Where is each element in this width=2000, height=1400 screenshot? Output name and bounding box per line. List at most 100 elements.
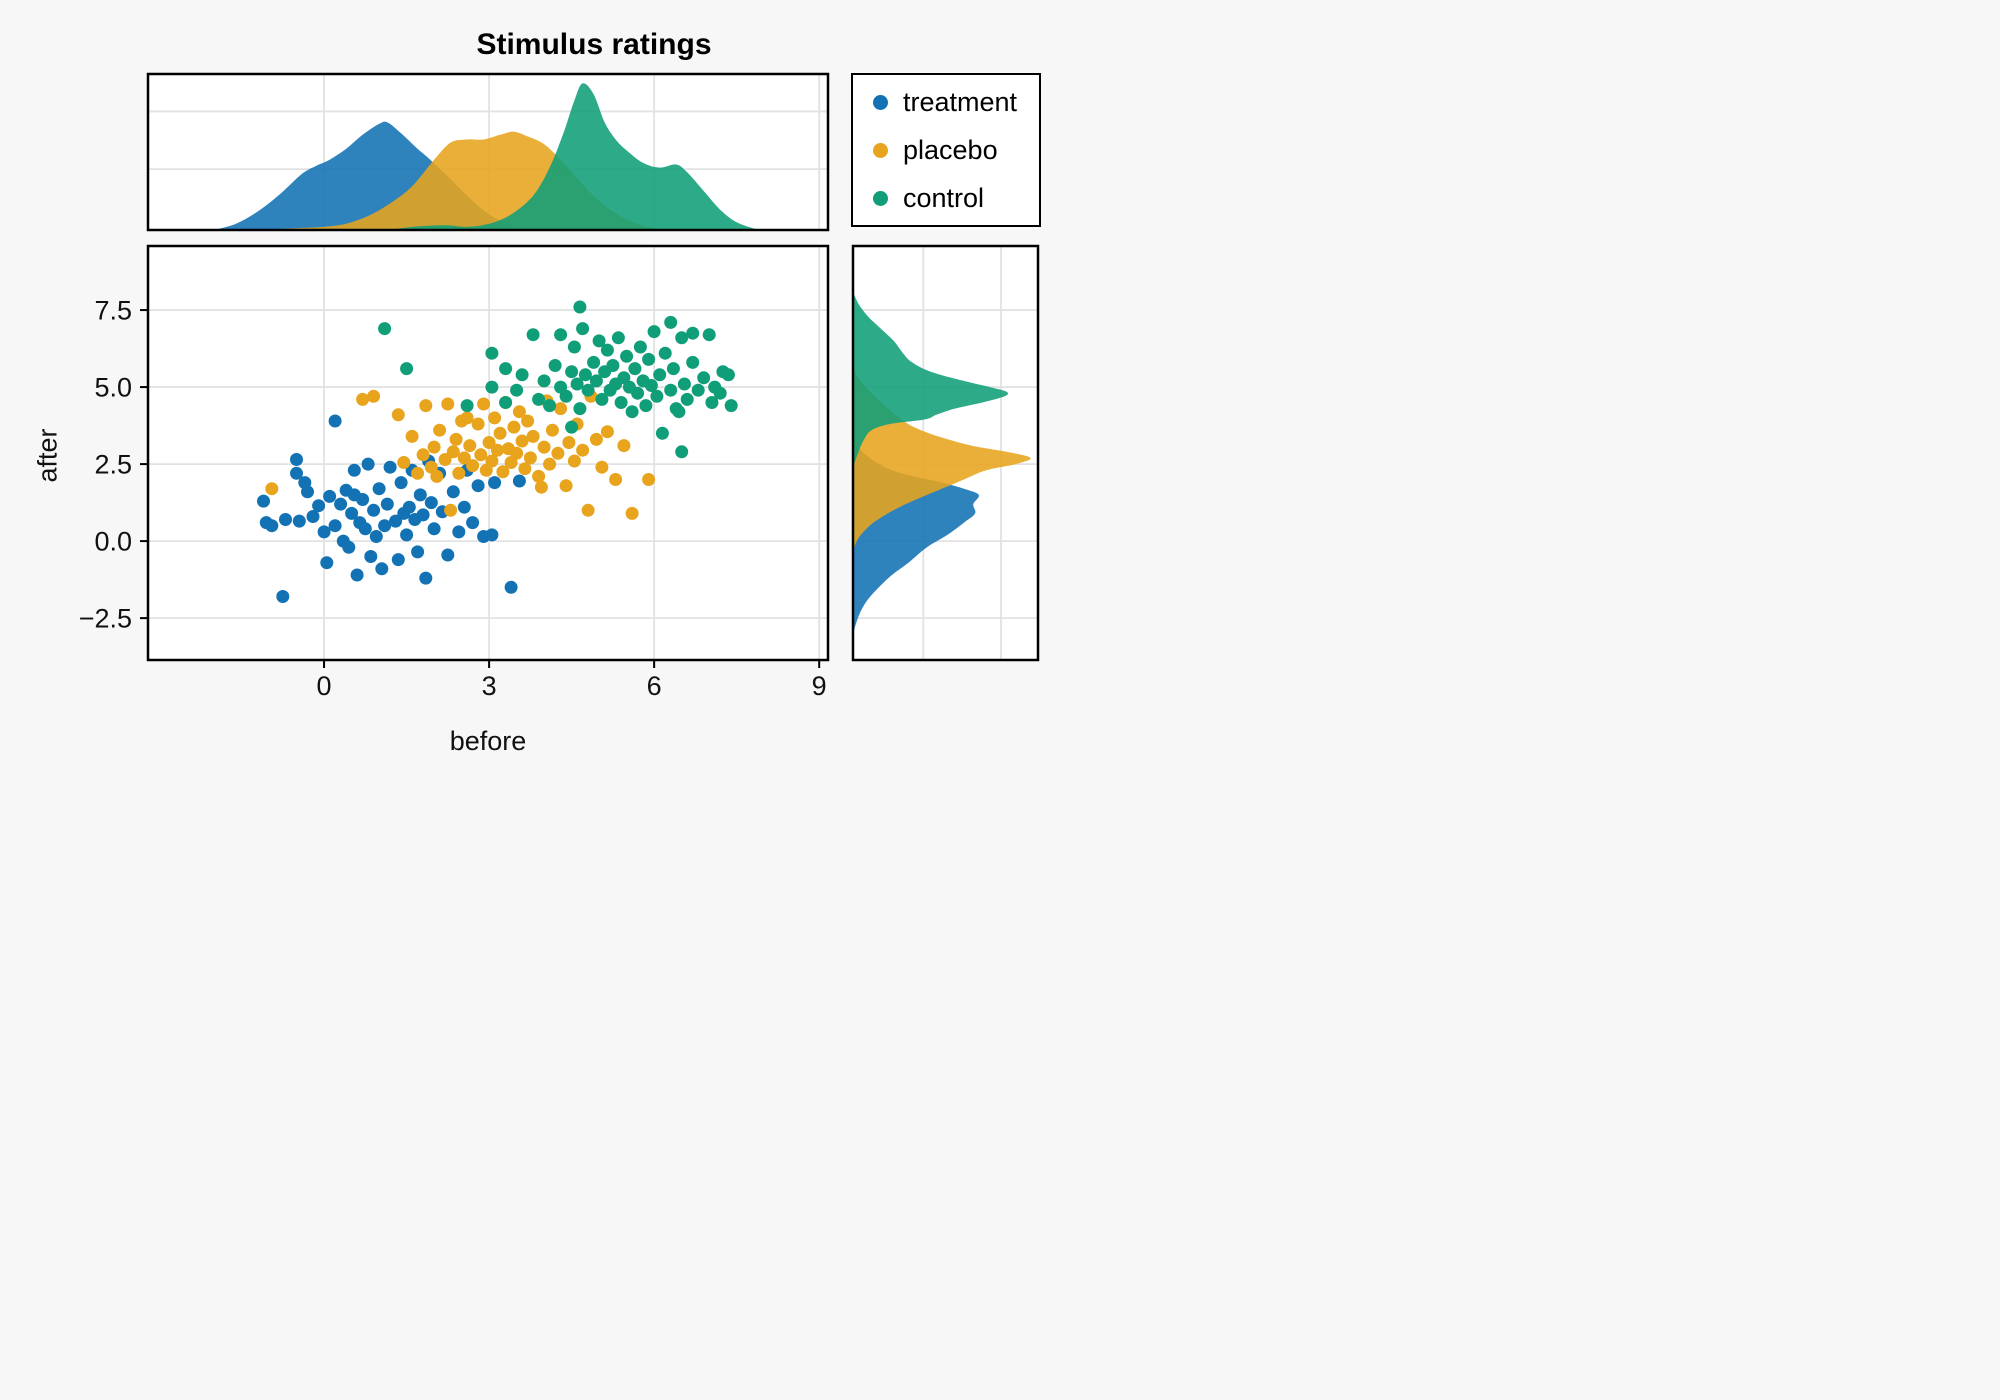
scatter-point [499,396,513,409]
right-density-panel [853,246,1038,660]
scatter-point [328,519,342,533]
scatter-point [312,499,326,513]
scatter-point [658,346,672,360]
scatter-point [457,451,471,465]
scatter-point [554,328,568,342]
scatter-point [419,399,433,413]
legend-item-control: control [873,183,1039,214]
scatter-point [620,349,634,363]
scatter-point [523,451,537,465]
scatter-point [488,411,502,425]
scatter-point [567,454,581,468]
scatter-point [526,328,540,342]
scatter-point [592,334,606,348]
scatter-point [419,571,433,585]
scatter-point [342,540,356,554]
scatter-point [485,528,499,542]
scatter-point [573,300,587,314]
scatter-point [680,392,694,406]
scatter-point [265,482,279,496]
scatter-point [389,514,403,528]
scatter-point [675,445,689,459]
y-tick-label: 7.5 [94,296,132,326]
scatter-point [463,439,477,453]
scatter-point [567,340,581,354]
scatter-point [565,365,579,379]
scatter-point [457,500,471,514]
scatter-point [345,506,359,520]
scatter-point [356,493,370,506]
top-density-panel-border [146,72,830,232]
scatter-point [485,380,499,394]
scatter-point [446,445,460,459]
scatter-point [697,371,711,385]
x-axis-label: before [449,726,527,756]
scatter-point [545,423,559,437]
y-tick-label: −2.5 [79,604,132,634]
scatter-point [474,448,488,462]
scatter-point [372,482,386,496]
scatter-point [350,568,364,582]
y-tick-label: 2.5 [94,450,132,480]
scatter-point [488,476,502,490]
scatter-point [664,383,678,397]
scatter-point [290,466,303,480]
scatter-point [515,368,529,382]
scatter-point [369,530,383,543]
scatter-panel [148,246,828,660]
scatter-point [559,389,573,403]
scatter-point [364,550,378,563]
scatter-point [276,590,290,603]
scatter-point [471,417,485,431]
scatter-point [647,325,661,339]
scatter-point [449,432,463,446]
scatter-point [672,405,686,419]
y-axis-label: after [32,428,63,483]
scatter-point [334,497,348,511]
scatter-point [485,346,499,360]
scatter-panel-border [146,244,830,662]
scatter-point [460,399,474,413]
scatter-point [394,476,408,490]
scatter-point [416,508,430,522]
scatter-point [510,446,524,460]
scatter-point [609,473,623,486]
legend-marker-icon [873,94,888,110]
scatter-point [496,465,510,479]
scatter-point [257,494,270,508]
scatter-point [482,436,496,449]
scatter-point [265,519,279,533]
scatter-point [543,457,557,471]
x-tick-label: 6 [647,671,662,701]
scatter-point [301,485,314,499]
scatter-point [625,405,639,419]
legend-item-placebo: placebo [873,135,1039,166]
scatter-point [402,500,416,514]
scatter-point [633,340,647,354]
scatter-point [617,439,631,453]
top-density-curves [214,83,759,230]
scatter-point [614,396,628,409]
scatter-point [655,426,669,440]
chart-title: Stimulus ratings [476,28,712,61]
legend-marker-icon [873,190,888,206]
legend-label: treatment [903,86,1018,117]
scatter-point [537,440,551,454]
scatter-point [485,454,499,468]
scatter-point [279,513,292,526]
scatter-point [367,389,381,403]
scatter-point [548,359,562,372]
scatter-point [411,545,425,559]
scatter-point [562,436,576,449]
legend-marker-icon [873,142,888,158]
scatter-point [642,473,656,486]
scatter-point [378,519,392,533]
scatter-point [653,368,667,382]
scatter-point [466,459,480,473]
scatter-point [397,456,411,469]
scatter-point [512,405,526,419]
scatter-point [413,488,427,502]
scatter-point [361,457,375,471]
scatter-point [589,432,603,446]
scatter-point [320,556,334,570]
